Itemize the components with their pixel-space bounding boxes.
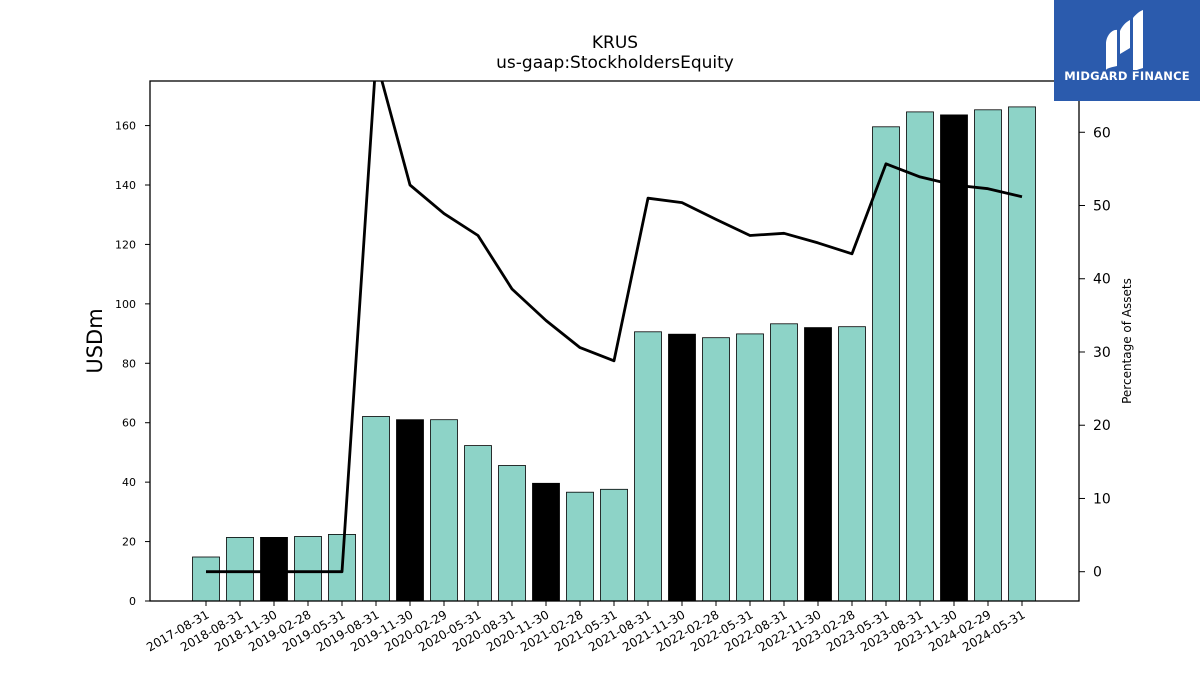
y-axis: 0 20 40 60 80 100 120 140 160 (115, 120, 150, 608)
bar-2023-11-30 (940, 114, 968, 602)
logo-mark-icon (1106, 10, 1143, 70)
bar-2021-05-31 (600, 488, 628, 602)
y-tick-label: 160 (115, 120, 136, 133)
bar-2019-08-31 (362, 416, 390, 602)
bar-2020-11-30 (532, 482, 560, 602)
bar-2020-02-29 (430, 419, 458, 602)
y-tick-label: 40 (122, 476, 136, 489)
percentage-line (206, 81, 1023, 574)
bar-2021-02-28 (566, 491, 594, 602)
y-tick-label: 60 (122, 417, 136, 430)
bar-2018-08-31 (226, 537, 254, 602)
y-tick-label: 100 (115, 298, 136, 311)
bar-2024-05-31 (1008, 106, 1036, 602)
bar-2019-02-28 (294, 536, 322, 602)
bar-2020-08-31 (498, 465, 526, 602)
bar-2019-11-30 (396, 419, 424, 602)
y2-axis-label: Percentage of Assets (1120, 278, 1134, 404)
bar-2022-02-28 (702, 337, 730, 602)
y2-tick-label: 0 (1093, 565, 1102, 581)
logo-text: MIDGARD FINANCE (1064, 69, 1190, 83)
bar-2020-05-31 (464, 445, 492, 602)
bar-2017-08-31 (192, 556, 220, 602)
bar-2021-11-30 (668, 333, 696, 602)
bar-2021-08-31 (634, 331, 662, 602)
y2-tick-label: 30 (1093, 345, 1111, 361)
bar-2022-11-30 (804, 327, 832, 602)
chart-subtitle: us-gaap:StockholdersEquity (496, 53, 734, 73)
chart-title: KRUS (592, 33, 638, 53)
bar-2022-05-31 (736, 333, 764, 602)
y-tick-label: 80 (122, 357, 136, 370)
y-tick-label: 0 (129, 595, 136, 608)
bar-2023-05-31 (872, 126, 900, 602)
x-axis: 2017-08-312018-08-312018-11-302019-02-28… (144, 601, 1028, 654)
midgard-finance-logo: MIDGARD FINANCE (1054, 0, 1200, 101)
bar-2023-08-31 (906, 111, 934, 602)
bar-2018-11-30 (260, 537, 288, 602)
y-tick-label: 20 (122, 536, 136, 549)
y2-tick-label: 10 (1093, 491, 1111, 507)
y-tick-label: 120 (115, 238, 136, 251)
y-tick-label: 140 (115, 179, 136, 192)
y2-axis: 0 10 20 30 40 50 60 (1079, 125, 1111, 581)
y2-tick-label: 40 (1093, 272, 1111, 288)
bar-2023-02-28 (838, 326, 866, 602)
y2-tick-label: 60 (1093, 125, 1111, 141)
bar-2022-08-31 (770, 323, 798, 602)
y-axis-label: USDm (83, 308, 107, 373)
bar-series (192, 106, 1036, 602)
bar-2024-02-29 (974, 109, 1002, 602)
y2-tick-label: 20 (1093, 418, 1111, 434)
percentage-line-series (206, 81, 1023, 574)
y2-tick-label: 50 (1093, 199, 1111, 215)
